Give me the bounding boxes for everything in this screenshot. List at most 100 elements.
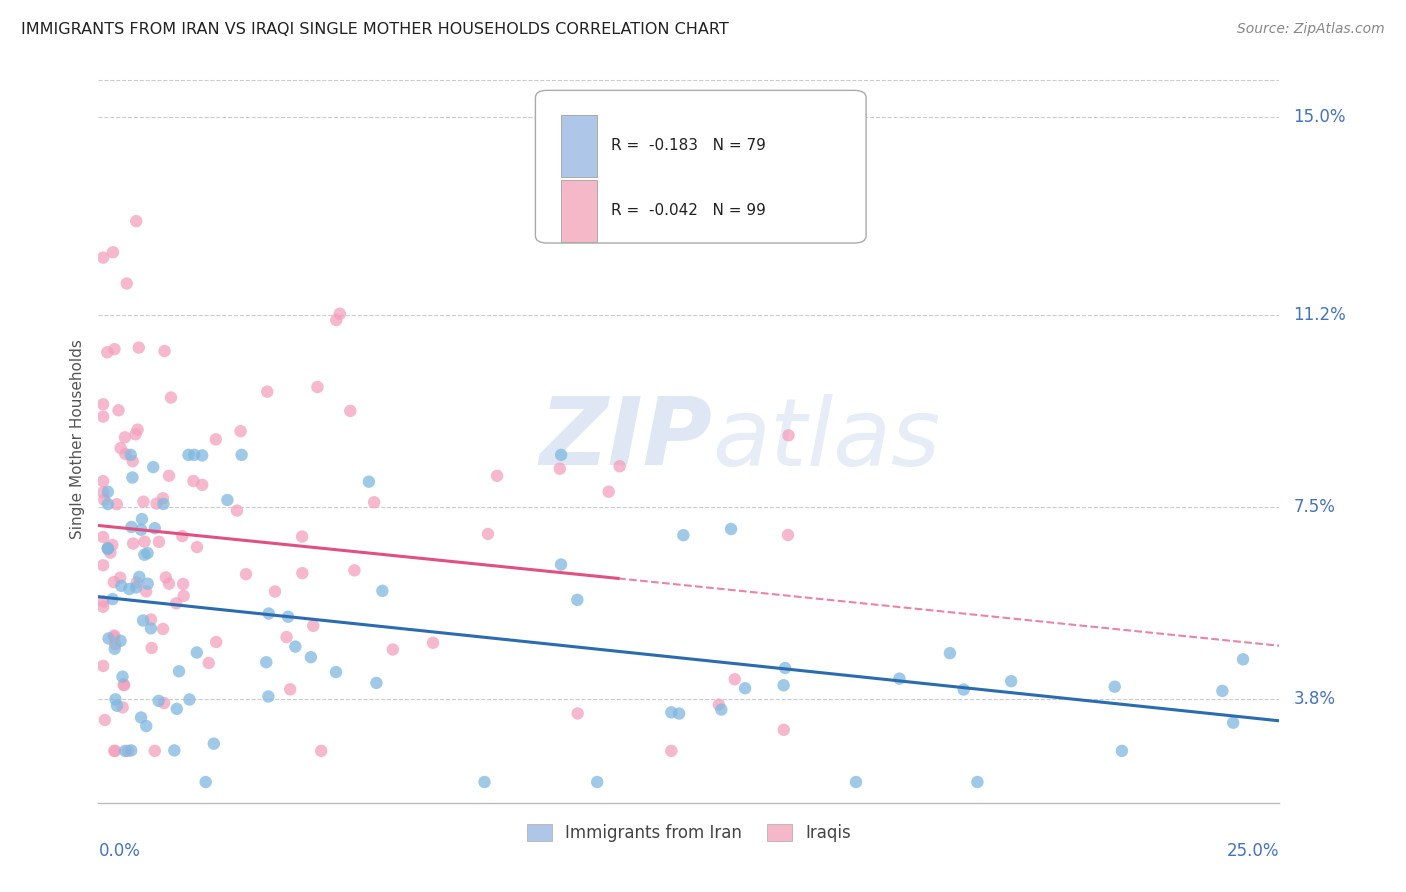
Point	[371, 583, 394, 598]
Point	[157, 576, 180, 591]
Point	[254, 655, 277, 669]
Point	[329, 307, 352, 321]
Point	[114, 430, 136, 444]
Point	[100, 546, 122, 560]
Point	[91, 409, 114, 424]
Point	[160, 391, 183, 405]
Point	[486, 468, 509, 483]
Point	[166, 702, 188, 716]
Point	[124, 427, 146, 442]
Legend: Immigrants from Iran, Iraqis: Immigrants from Iran, Iraqis	[520, 817, 858, 849]
Text: atlas: atlas	[713, 393, 941, 485]
Point	[97, 541, 120, 556]
Point	[152, 622, 174, 636]
Point	[97, 541, 120, 555]
Point	[325, 665, 347, 679]
Point	[112, 678, 135, 692]
Point	[125, 214, 148, 228]
Point	[939, 646, 962, 660]
Point	[773, 661, 796, 675]
Point	[153, 696, 176, 710]
Point	[143, 744, 166, 758]
Point	[231, 448, 253, 462]
Point	[778, 428, 800, 442]
Point	[548, 461, 571, 475]
Point	[136, 576, 159, 591]
Point	[142, 460, 165, 475]
Point	[97, 632, 120, 646]
Point	[91, 397, 114, 411]
Point	[104, 637, 127, 651]
Point	[668, 706, 690, 721]
Text: 25.0%: 25.0%	[1227, 842, 1279, 860]
Text: 0.0%: 0.0%	[98, 842, 141, 860]
Point	[141, 640, 163, 655]
Point	[103, 628, 125, 642]
Point	[186, 646, 208, 660]
Point	[148, 694, 170, 708]
Point	[291, 566, 314, 581]
Point	[710, 702, 733, 716]
Point	[97, 497, 120, 511]
Point	[112, 677, 135, 691]
Point	[776, 528, 799, 542]
Point	[186, 540, 208, 554]
Point	[343, 563, 366, 577]
Point	[122, 536, 145, 550]
Point	[966, 775, 988, 789]
Point	[157, 468, 180, 483]
Point	[325, 313, 347, 327]
Text: R =  -0.042   N = 99: R = -0.042 N = 99	[612, 203, 766, 219]
Point	[91, 251, 114, 265]
Point	[155, 570, 177, 584]
Point	[659, 744, 682, 758]
Point	[104, 692, 127, 706]
Point	[307, 380, 329, 394]
Point	[103, 575, 125, 590]
Point	[111, 700, 134, 714]
Point	[93, 492, 115, 507]
Point	[734, 681, 756, 696]
Point	[952, 682, 974, 697]
Point	[91, 659, 114, 673]
Point	[91, 474, 114, 488]
Point	[135, 584, 157, 599]
Text: 15.0%: 15.0%	[1294, 108, 1346, 127]
Point	[276, 630, 298, 644]
Point	[202, 737, 225, 751]
Point	[550, 558, 572, 572]
Point	[91, 485, 114, 500]
Point	[103, 630, 125, 644]
Point	[139, 621, 162, 635]
Point	[381, 642, 404, 657]
Point	[235, 567, 257, 582]
Point	[145, 497, 167, 511]
Point	[132, 614, 155, 628]
Point	[132, 494, 155, 508]
Point	[659, 706, 682, 720]
Point	[284, 640, 307, 654]
Point	[110, 441, 132, 455]
Point	[1111, 744, 1133, 758]
Point	[107, 403, 129, 417]
Point	[91, 558, 114, 573]
Point	[309, 744, 332, 758]
Text: IMMIGRANTS FROM IRAN VS IRAQI SINGLE MOTHER HOUSEHOLDS CORRELATION CHART: IMMIGRANTS FROM IRAN VS IRAQI SINGLE MOT…	[21, 22, 728, 37]
Point	[278, 682, 301, 697]
Point	[845, 775, 868, 789]
Point	[567, 706, 589, 721]
Point	[1104, 680, 1126, 694]
Point	[772, 678, 794, 692]
Point	[153, 344, 176, 359]
Point	[115, 277, 138, 291]
Point	[121, 470, 143, 484]
Point	[672, 528, 695, 542]
Point	[136, 546, 159, 560]
Point	[586, 775, 609, 789]
Point	[111, 670, 134, 684]
Point	[1000, 674, 1022, 689]
Point	[179, 692, 201, 706]
Point	[217, 493, 239, 508]
Point	[339, 404, 361, 418]
Bar	[561, 180, 596, 242]
